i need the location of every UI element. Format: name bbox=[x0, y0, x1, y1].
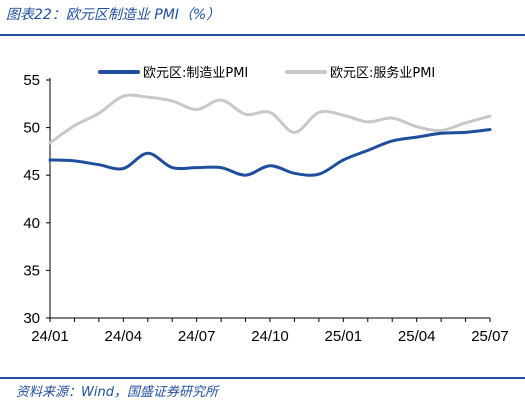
figure-source: 资料来源：Wind，国盛证券研究所 bbox=[16, 385, 218, 400]
x-tick-label: 25/07 bbox=[471, 328, 509, 345]
source-rule bbox=[0, 377, 525, 379]
y-tick-label: 50 bbox=[23, 120, 40, 137]
y-tick-label: 30 bbox=[23, 310, 40, 327]
series-line-services bbox=[48, 93, 492, 145]
chart-series bbox=[48, 93, 492, 177]
x-tick-label: 25/04 bbox=[398, 328, 436, 345]
x-tick-label: 25/01 bbox=[325, 328, 363, 345]
x-tick-label: 24/10 bbox=[251, 328, 289, 345]
legend-label: 欧元区:服务业PMI bbox=[330, 65, 435, 81]
x-tick-label: 24/07 bbox=[178, 328, 216, 345]
x-tick-label: 24/01 bbox=[31, 328, 69, 345]
legend-label: 欧元区:制造业PMI bbox=[143, 66, 248, 81]
title-rule bbox=[0, 34, 525, 36]
y-tick-label: 35 bbox=[23, 262, 40, 279]
y-tick-label: 45 bbox=[23, 167, 40, 184]
chart-axes: 30 35 40 45 50 55 24/01 24/04 24/07 24/10 25/01 25/… bbox=[23, 72, 508, 345]
chart-legend: 欧元区:制造业PMI 欧元区:服务业PMI bbox=[98, 65, 435, 81]
x-tick-label: 24/04 bbox=[105, 328, 143, 345]
y-tick-label: 55 bbox=[23, 72, 40, 89]
figure-title: 图表22：欧元区制造业 PMI（%） bbox=[6, 7, 221, 23]
y-tick-label: 40 bbox=[23, 215, 40, 232]
series-line-manufacturing bbox=[48, 128, 492, 177]
